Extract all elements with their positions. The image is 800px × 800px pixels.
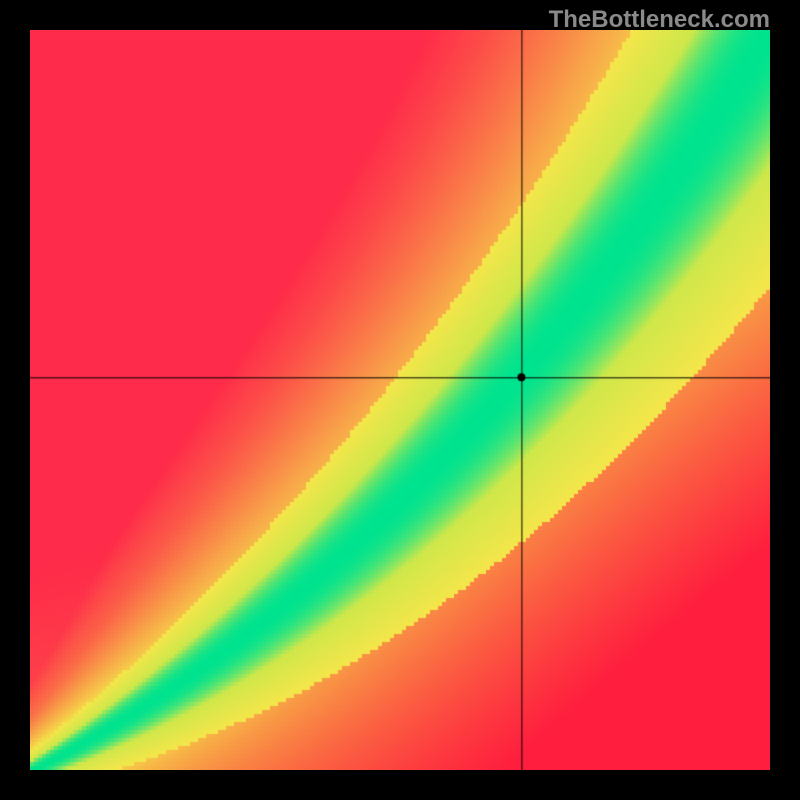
chart-container: TheBottleneck.com — [0, 0, 800, 800]
watermark-text: TheBottleneck.com — [549, 6, 770, 34]
heatmap-canvas — [30, 30, 770, 770]
